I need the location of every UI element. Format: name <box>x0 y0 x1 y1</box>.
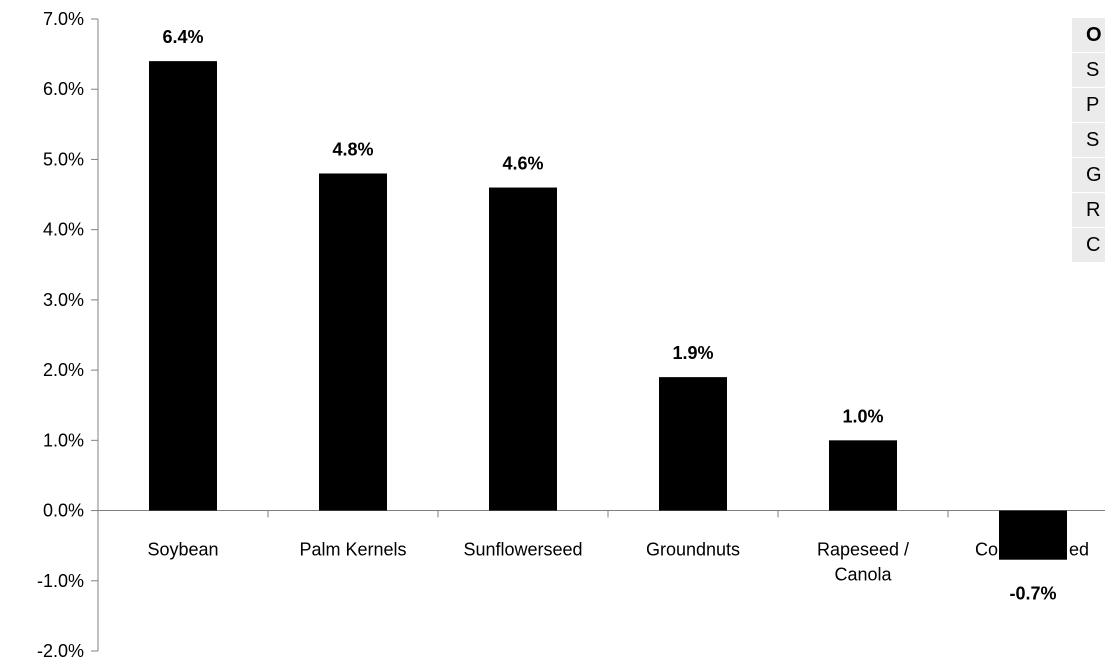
y-tick-label: 1.0% <box>43 430 84 450</box>
side-table-header: O <box>1072 18 1105 53</box>
x-tick-label: Groundnuts <box>646 540 740 560</box>
y-tick-label: 3.0% <box>43 290 84 310</box>
x-tick-label: Co <box>975 540 998 560</box>
x-tick-label: Sunflowerseed <box>463 540 582 560</box>
side-table-row: C <box>1072 228 1105 263</box>
y-tick-label: 7.0% <box>43 9 84 29</box>
side-table-row: R <box>1072 193 1105 228</box>
side-table-row: S <box>1072 53 1105 88</box>
bar <box>659 377 727 511</box>
y-tick-label: -1.0% <box>37 571 84 591</box>
side-table: O S P S G R C <box>1072 18 1105 263</box>
data-label: 6.4% <box>162 27 203 47</box>
y-tick-label: 0.0% <box>43 501 84 521</box>
y-tick-label: 6.0% <box>43 79 84 99</box>
y-tick-label: 4.0% <box>43 220 84 240</box>
y-tick-label: 2.0% <box>43 360 84 380</box>
labels: 7.0% 6.0% 5.0% 4.0% 3.0% 2.0% 1.0% 0.0% -1.0% -2.… <box>37 9 1089 661</box>
bars <box>149 61 1067 560</box>
x-tick-label: ed <box>1069 540 1089 560</box>
data-label: 4.6% <box>502 154 543 174</box>
side-table-row: S <box>1072 123 1105 158</box>
bar <box>829 440 897 511</box>
bar <box>319 173 387 511</box>
x-tick-label: Palm Kernels <box>299 540 406 560</box>
x-tick-label: Rapeseed / <box>817 540 909 560</box>
data-label: 1.0% <box>842 406 883 426</box>
side-table-row: G <box>1072 158 1105 193</box>
x-tick-label: Soybean <box>147 540 218 560</box>
bar <box>149 61 217 511</box>
data-label: 4.8% <box>332 139 373 159</box>
data-label: 1.9% <box>672 343 713 363</box>
y-tick-label: -2.0% <box>37 641 84 661</box>
data-label: -0.7% <box>1009 584 1056 604</box>
x-tick-label: Canola <box>834 565 892 585</box>
bar <box>999 510 1067 560</box>
bar <box>489 187 557 511</box>
y-tick-label: 5.0% <box>43 149 84 169</box>
side-table-row: P <box>1072 88 1105 123</box>
axes <box>91 18 1105 652</box>
